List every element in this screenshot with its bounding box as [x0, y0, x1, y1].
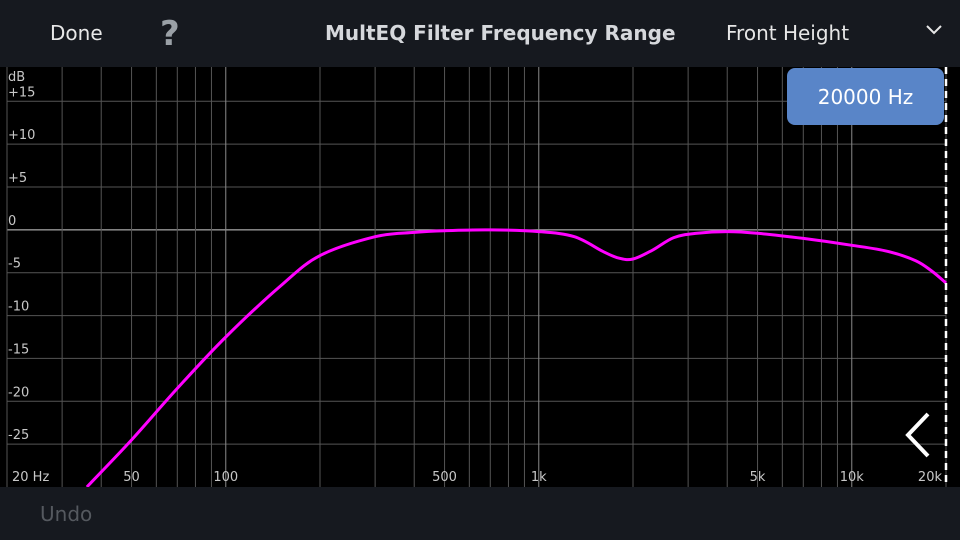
y-tick-label: -15 — [8, 342, 29, 357]
x-tick-label: 5k — [750, 470, 766, 485]
x-tick-label: 100 — [213, 470, 238, 485]
y-tick-label: 0 — [8, 214, 16, 229]
y-tick-label: -25 — [8, 428, 29, 443]
page-title: MultEQ Filter Frequency Range — [325, 21, 676, 45]
response-curve — [85, 228, 947, 489]
frequency-badge[interactable]: 20000 Hz — [787, 68, 944, 125]
x-tick-label: 10k — [840, 470, 865, 485]
y-tick-label: +5 — [8, 171, 27, 186]
y-axis-label: dB — [8, 70, 25, 85]
bottom-toolbar: Undo — [0, 487, 960, 540]
channel-selector[interactable]: Front Height — [726, 21, 850, 45]
chevron-left-icon[interactable] — [900, 410, 940, 460]
done-button[interactable]: Done — [50, 21, 103, 45]
y-tick-label: -5 — [8, 257, 21, 272]
chevron-down-icon[interactable] — [925, 24, 943, 36]
y-tick-label: +10 — [8, 128, 35, 143]
y-tick-label: +15 — [8, 85, 35, 100]
x-tick-label: 1k — [531, 470, 547, 485]
top-toolbar: Done ? MultEQ Filter Frequency Range Fro… — [0, 0, 960, 67]
frequency-response-chart[interactable]: +15 +10 +5 0 -5 -10 -15 -20 -25 dB 20 Hz 50 100 500 1k… — [0, 67, 960, 489]
x-tick-label: 20k — [918, 470, 943, 485]
y-tick-label: -20 — [8, 385, 29, 400]
y-tick-label: -10 — [8, 300, 29, 315]
x-tick-label: 20 Hz — [12, 470, 49, 485]
undo-button[interactable]: Undo — [40, 502, 93, 526]
x-tick-label: 500 — [432, 470, 457, 485]
chart-svg: +15 +10 +5 0 -5 -10 -15 -20 -25 dB 20 Hz 50 100 500 1k… — [6, 67, 948, 489]
x-tick-label: 50 — [123, 470, 140, 485]
help-icon[interactable]: ? — [160, 14, 180, 54]
